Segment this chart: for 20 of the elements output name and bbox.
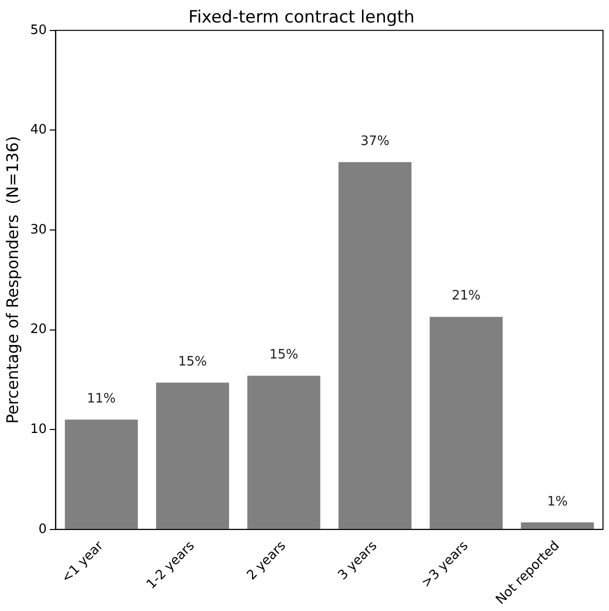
bar xyxy=(64,420,138,529)
bar xyxy=(520,522,594,529)
data-label: 15% xyxy=(269,348,298,363)
data-label: 1% xyxy=(547,494,568,510)
data-label: 15% xyxy=(178,354,208,370)
y-tick-label: 10 xyxy=(30,422,47,437)
bar xyxy=(430,316,503,529)
y-tick-label: 20 xyxy=(30,322,47,338)
y-tick-label: 50 xyxy=(30,22,47,38)
bar xyxy=(247,376,320,529)
data-label: 21% xyxy=(452,288,481,304)
y-tick-label: 30 xyxy=(30,222,47,238)
y-tick-label: 0 xyxy=(38,522,47,537)
bar xyxy=(338,162,412,529)
data-label: 37% xyxy=(360,134,390,150)
data-label: 11% xyxy=(86,391,116,406)
chart-title: Fixed-term contract length xyxy=(188,8,415,28)
bar xyxy=(156,382,230,529)
y-tick-label: 40 xyxy=(30,122,47,138)
y-axis-title: Percentage of Responders (N=136) xyxy=(2,136,22,424)
